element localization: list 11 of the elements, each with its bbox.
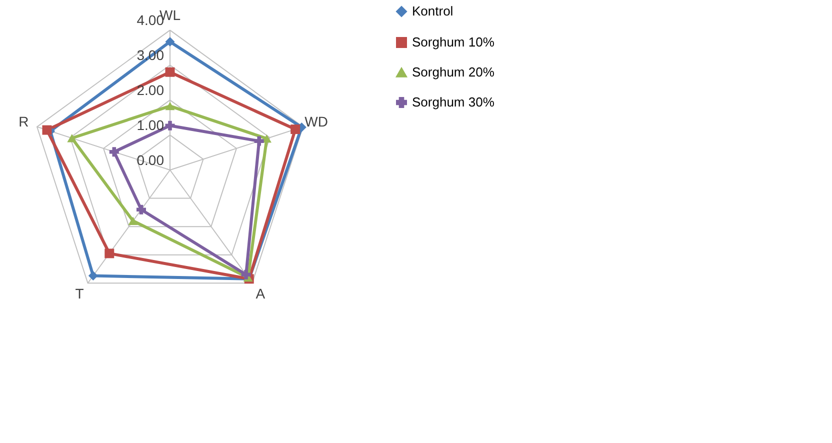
spoke-label: T: [75, 285, 84, 302]
legend-label: Sorghum 20%: [412, 64, 495, 80]
spoke-label: WD: [304, 113, 328, 130]
y-tick-label: 0.00: [136, 152, 164, 168]
spoke-label: R: [18, 113, 29, 130]
legend-label: Sorghum 10%: [412, 34, 495, 50]
legend-label: Kontrol: [412, 4, 454, 18]
spoke-label: A: [256, 285, 266, 302]
y-tick-label: 1.00: [136, 117, 164, 134]
legend-label: Sorghum 30%: [412, 94, 495, 110]
y-tick-label: 2.00: [136, 82, 164, 98]
